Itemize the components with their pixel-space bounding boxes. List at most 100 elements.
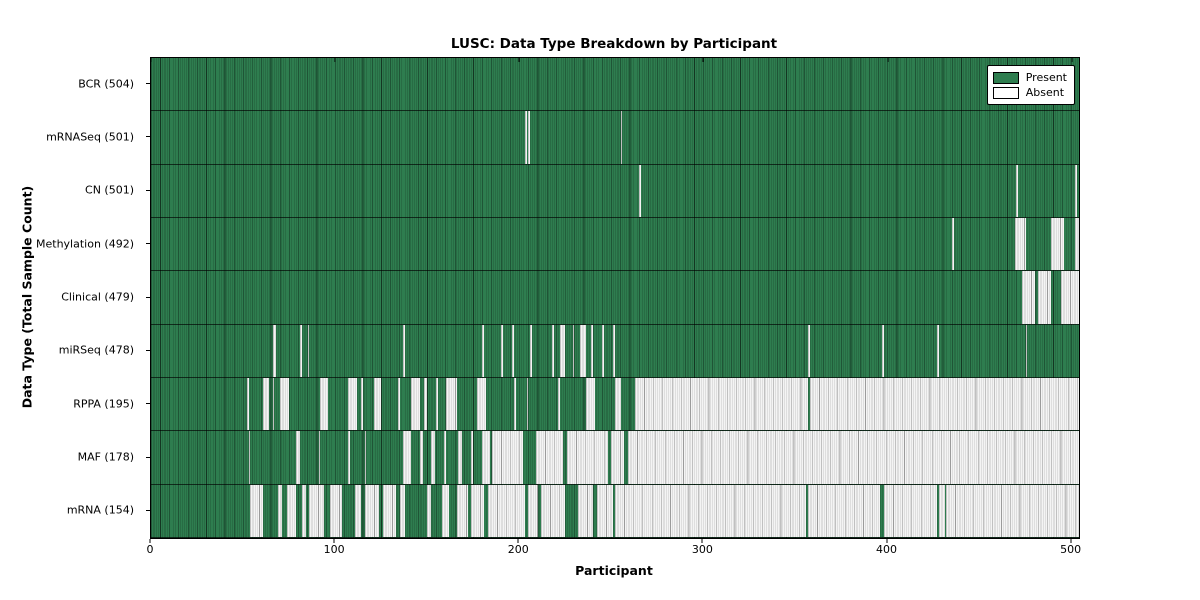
y-tick-mark <box>146 509 150 511</box>
y-tick-labels: BCR (504) mRNASeq (501) CN (501) Methylatio… <box>0 57 150 537</box>
absent-segment <box>458 431 463 484</box>
absent-segment <box>613 324 615 377</box>
absent-segment <box>471 431 474 484</box>
absent-segment <box>1021 271 1035 324</box>
absent-segment <box>248 431 251 484</box>
x-tick-mark-top <box>334 58 336 62</box>
y-tick-label-mrnaseq: mRNASeq (501) <box>46 130 134 144</box>
absent-segment <box>318 431 321 484</box>
plot-area: Present Absent <box>150 57 1080 539</box>
absent-segment <box>946 484 1079 537</box>
absent-segment <box>430 431 435 484</box>
absent-segment <box>301 484 306 537</box>
heatmap-row-methylation <box>151 217 1079 272</box>
x-tick-label-300: 300 <box>691 543 713 556</box>
absent-segment <box>476 377 487 431</box>
absent-segment <box>513 377 516 431</box>
y-tick-mark <box>146 243 150 245</box>
absent-segment <box>883 484 938 537</box>
absent-segment <box>580 324 586 377</box>
y-tick-mark <box>146 349 150 351</box>
x-tick-mark-top <box>702 58 704 62</box>
y-tick-mark <box>146 456 150 458</box>
absent-segment <box>585 377 595 431</box>
absent-segment <box>1075 164 1078 217</box>
y-tick-mark <box>146 136 150 138</box>
absent-segment <box>638 164 641 217</box>
y-tick-mark <box>146 189 150 191</box>
y-tick-label-bcr: BCR (504) <box>78 77 134 91</box>
x-tick-label-0: 0 <box>146 543 154 556</box>
absent-segment <box>602 324 604 377</box>
absent-segment <box>423 377 428 431</box>
absent-segment <box>591 324 593 377</box>
absent-segment <box>436 377 439 431</box>
legend-entry-present: Present <box>992 71 1067 84</box>
x-tick-mark <box>886 539 887 543</box>
absent-segment <box>530 324 533 377</box>
y-tick-label-clinical: Clinical (479) <box>61 290 134 304</box>
absent-segment <box>491 431 523 484</box>
chart-title: LUSC: Data Type Breakdown by Participant <box>450 36 778 52</box>
absent-segment <box>300 324 302 377</box>
absent-segment <box>511 324 514 377</box>
y-tick-mark <box>146 83 150 85</box>
absent-segment <box>615 484 807 537</box>
heatmap-row-mrna <box>151 484 1079 538</box>
absent-segment <box>635 377 809 431</box>
absent-segment <box>611 431 625 484</box>
y-tick-label-mrna: mRNA (154) <box>66 503 134 517</box>
legend-entry-absent: Absent <box>992 86 1067 99</box>
x-axis-label: Participant <box>575 563 653 578</box>
x-tick-mark <box>701 539 703 543</box>
absent-segment <box>1038 271 1052 324</box>
x-tick-label-100: 100 <box>323 543 345 556</box>
absent-segment <box>482 324 485 377</box>
heatmap-row-maf <box>151 431 1079 485</box>
absent-segment <box>427 484 431 537</box>
absent-segment <box>348 377 358 431</box>
absent-segment <box>441 484 450 537</box>
x-tick-label-200: 200 <box>507 543 529 556</box>
absent-segment <box>937 324 940 377</box>
absent-segment <box>572 324 575 377</box>
absent-segment <box>482 431 490 484</box>
absent-segment <box>364 484 380 537</box>
absent-segment <box>951 217 954 271</box>
absent-segment <box>500 324 503 377</box>
x-tick-mark <box>517 539 519 543</box>
absent-segment <box>348 431 350 484</box>
absent-segment <box>329 484 343 537</box>
absent-segment <box>627 431 1079 484</box>
absent-segment <box>279 377 290 431</box>
absent-segment <box>1025 324 1028 377</box>
absent-segment <box>403 431 411 484</box>
absent-segment <box>559 324 566 377</box>
absent-segment <box>456 484 468 537</box>
absent-segment <box>403 324 406 377</box>
absent-segment <box>808 324 811 377</box>
absent-segment <box>620 111 623 164</box>
absent-segment <box>272 377 275 431</box>
x-tick-label-500: 500 <box>1060 543 1082 556</box>
absent-segment <box>1016 164 1019 217</box>
absent-segment <box>552 324 555 377</box>
absent-segment <box>410 377 420 431</box>
x-tick-mark-top <box>150 58 152 62</box>
x-tick-mark-top <box>887 58 888 62</box>
absent-swatch-icon <box>992 86 1019 99</box>
absent-segment <box>364 431 367 484</box>
absent-segment <box>307 324 310 377</box>
absent-segment <box>1075 217 1079 271</box>
absent-segment <box>443 431 446 484</box>
heatmap-row-bcr <box>151 58 1079 112</box>
x-tick-mark <box>149 539 151 543</box>
absent-segment <box>399 484 406 537</box>
y-tick-label-methylation: Methylation (492) <box>36 237 134 251</box>
x-tick-mark-top <box>1071 58 1073 62</box>
absent-segment <box>1060 271 1079 324</box>
absent-segment <box>578 484 593 537</box>
x-tick-labels: 0 100 200 300 400 500 <box>146 543 1082 557</box>
absent-segment <box>263 377 269 431</box>
